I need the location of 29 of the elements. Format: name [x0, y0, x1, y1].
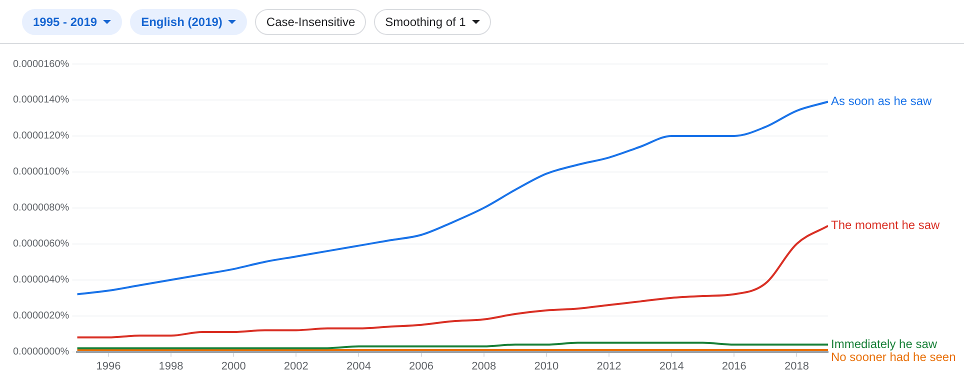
y-tick-label: 0.0000020% — [12, 310, 70, 322]
x-tick-label: 1998 — [158, 360, 184, 372]
y-tick-label: 0.0000140% — [12, 94, 70, 106]
text: 1995 - 2019 — [33, 14, 98, 28]
series-label: As soon as he saw — [831, 94, 932, 108]
y-tick-label: 0.0000160% — [12, 58, 70, 70]
x-tick-label: 2010 — [534, 360, 559, 372]
y-tick-label: 0.0000040% — [12, 274, 70, 286]
series-label: Immediately he saw — [831, 336, 938, 351]
y-tick-label: 0.0000000% — [12, 346, 70, 358]
y-tick-label: 0.0000060% — [12, 238, 70, 250]
y-tick-label: 0.0000120% — [12, 130, 70, 142]
text: Case-Insensitive — [266, 14, 356, 28]
x-tick-label: 2000 — [221, 360, 246, 372]
text: Smoothing of 1 — [385, 14, 466, 28]
x-tick-label: 2006 — [409, 360, 434, 372]
series-label: No sooner had he seen — [831, 350, 956, 364]
x-tick-label: 2014 — [659, 360, 684, 372]
x-tick-label: 2004 — [346, 360, 371, 372]
x-tick-label: 2018 — [784, 360, 809, 372]
x-tick-label: 2002 — [284, 360, 308, 372]
y-tick-label: 0.0000100% — [12, 166, 70, 178]
x-tick-label: 2012 — [596, 360, 622, 372]
y-tick-label: 0.0000080% — [12, 202, 70, 214]
x-tick-label: 2008 — [472, 360, 496, 372]
x-tick-label: 2016 — [722, 360, 746, 372]
x-tick-label: 1996 — [96, 360, 121, 372]
series-label: The moment he saw — [831, 218, 940, 232]
text: English (2019) — [141, 14, 222, 28]
